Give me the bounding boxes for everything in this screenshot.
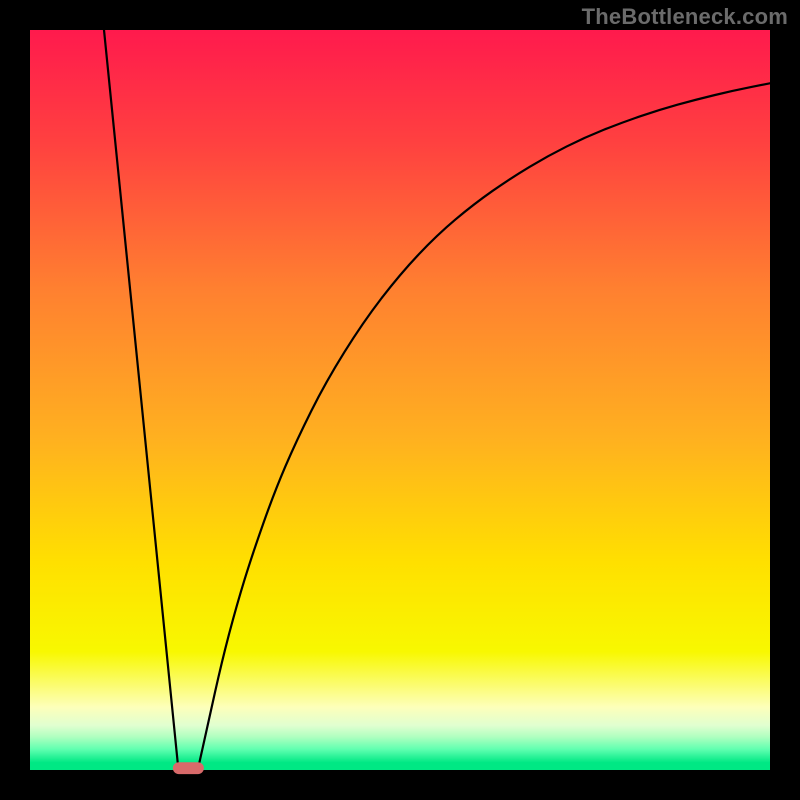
optimal-marker — [173, 762, 204, 774]
bottleneck-chart — [0, 0, 800, 800]
watermark-text: TheBottleneck.com — [582, 4, 788, 30]
